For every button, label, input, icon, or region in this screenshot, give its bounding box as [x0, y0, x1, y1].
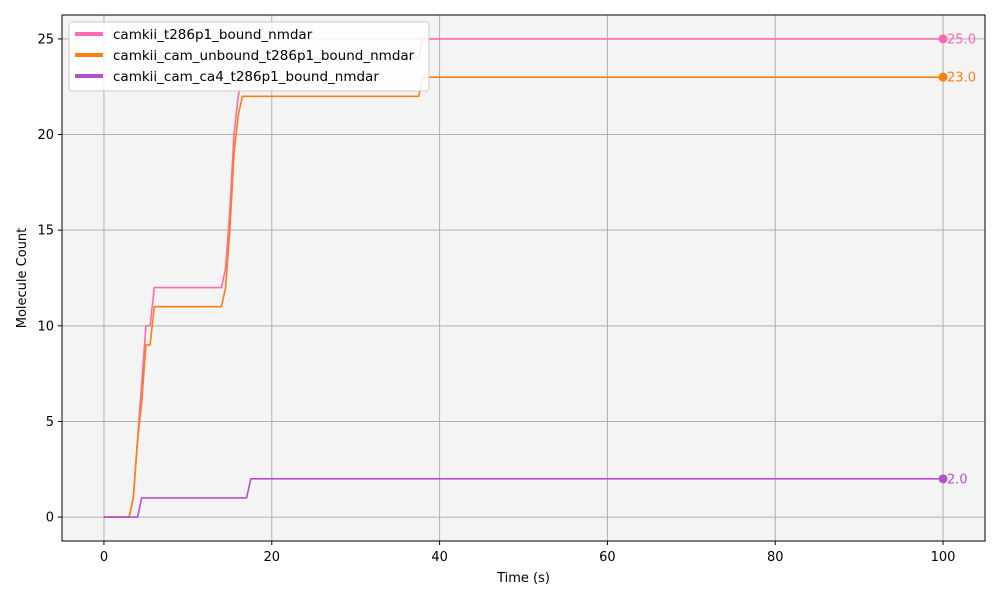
series-end-label-1: 25.0	[947, 32, 976, 47]
series-line-3	[103, 478, 944, 518]
legend-entry-1: camkii_t286p1_bound_nmdar	[113, 27, 313, 43]
series-end-point-3	[938, 474, 948, 484]
legend-box	[68, 21, 430, 92]
grid-lines	[62, 15, 985, 541]
x-tick-label: 40	[431, 550, 448, 565]
series-end-point-1	[938, 34, 948, 44]
series-end-point-2	[938, 72, 948, 82]
series-line-2	[103, 76, 944, 518]
plot-frame	[61, 14, 986, 542]
y-axis-label: Molecule Count	[15, 228, 30, 329]
series-end-label-2: 23.0	[947, 71, 976, 86]
x-tick-label: 100	[931, 550, 956, 565]
y-tick-label: 15	[37, 224, 54, 239]
plot-area	[62, 15, 985, 541]
legend-entry-2: camkii_cam_unbound_t286p1_bound_nmdar	[113, 48, 415, 64]
y-tick-label: 20	[37, 128, 54, 143]
x-tick-label: 20	[263, 550, 280, 565]
legend-entry-3: camkii_cam_ca4_t286p1_bound_nmdar	[113, 69, 379, 85]
x-axis-label: Time (s)	[496, 571, 550, 586]
y-tick-label: 0	[46, 511, 54, 526]
axis-ticks: 0 20 40 60 80 100 0 5 10 15 20 25	[37, 32, 955, 565]
y-tick-label: 5	[46, 415, 54, 430]
legend: camkii_t286p1_bound_nmdar camkii_cam_unbo…	[68, 21, 430, 92]
series-end-label-3: 2.0	[947, 472, 968, 487]
x-tick-label: 0	[100, 550, 108, 565]
y-tick-label: 25	[37, 32, 54, 47]
x-tick-label: 80	[767, 550, 784, 565]
x-tick-label: 60	[599, 550, 616, 565]
y-tick-label: 10	[37, 319, 54, 334]
